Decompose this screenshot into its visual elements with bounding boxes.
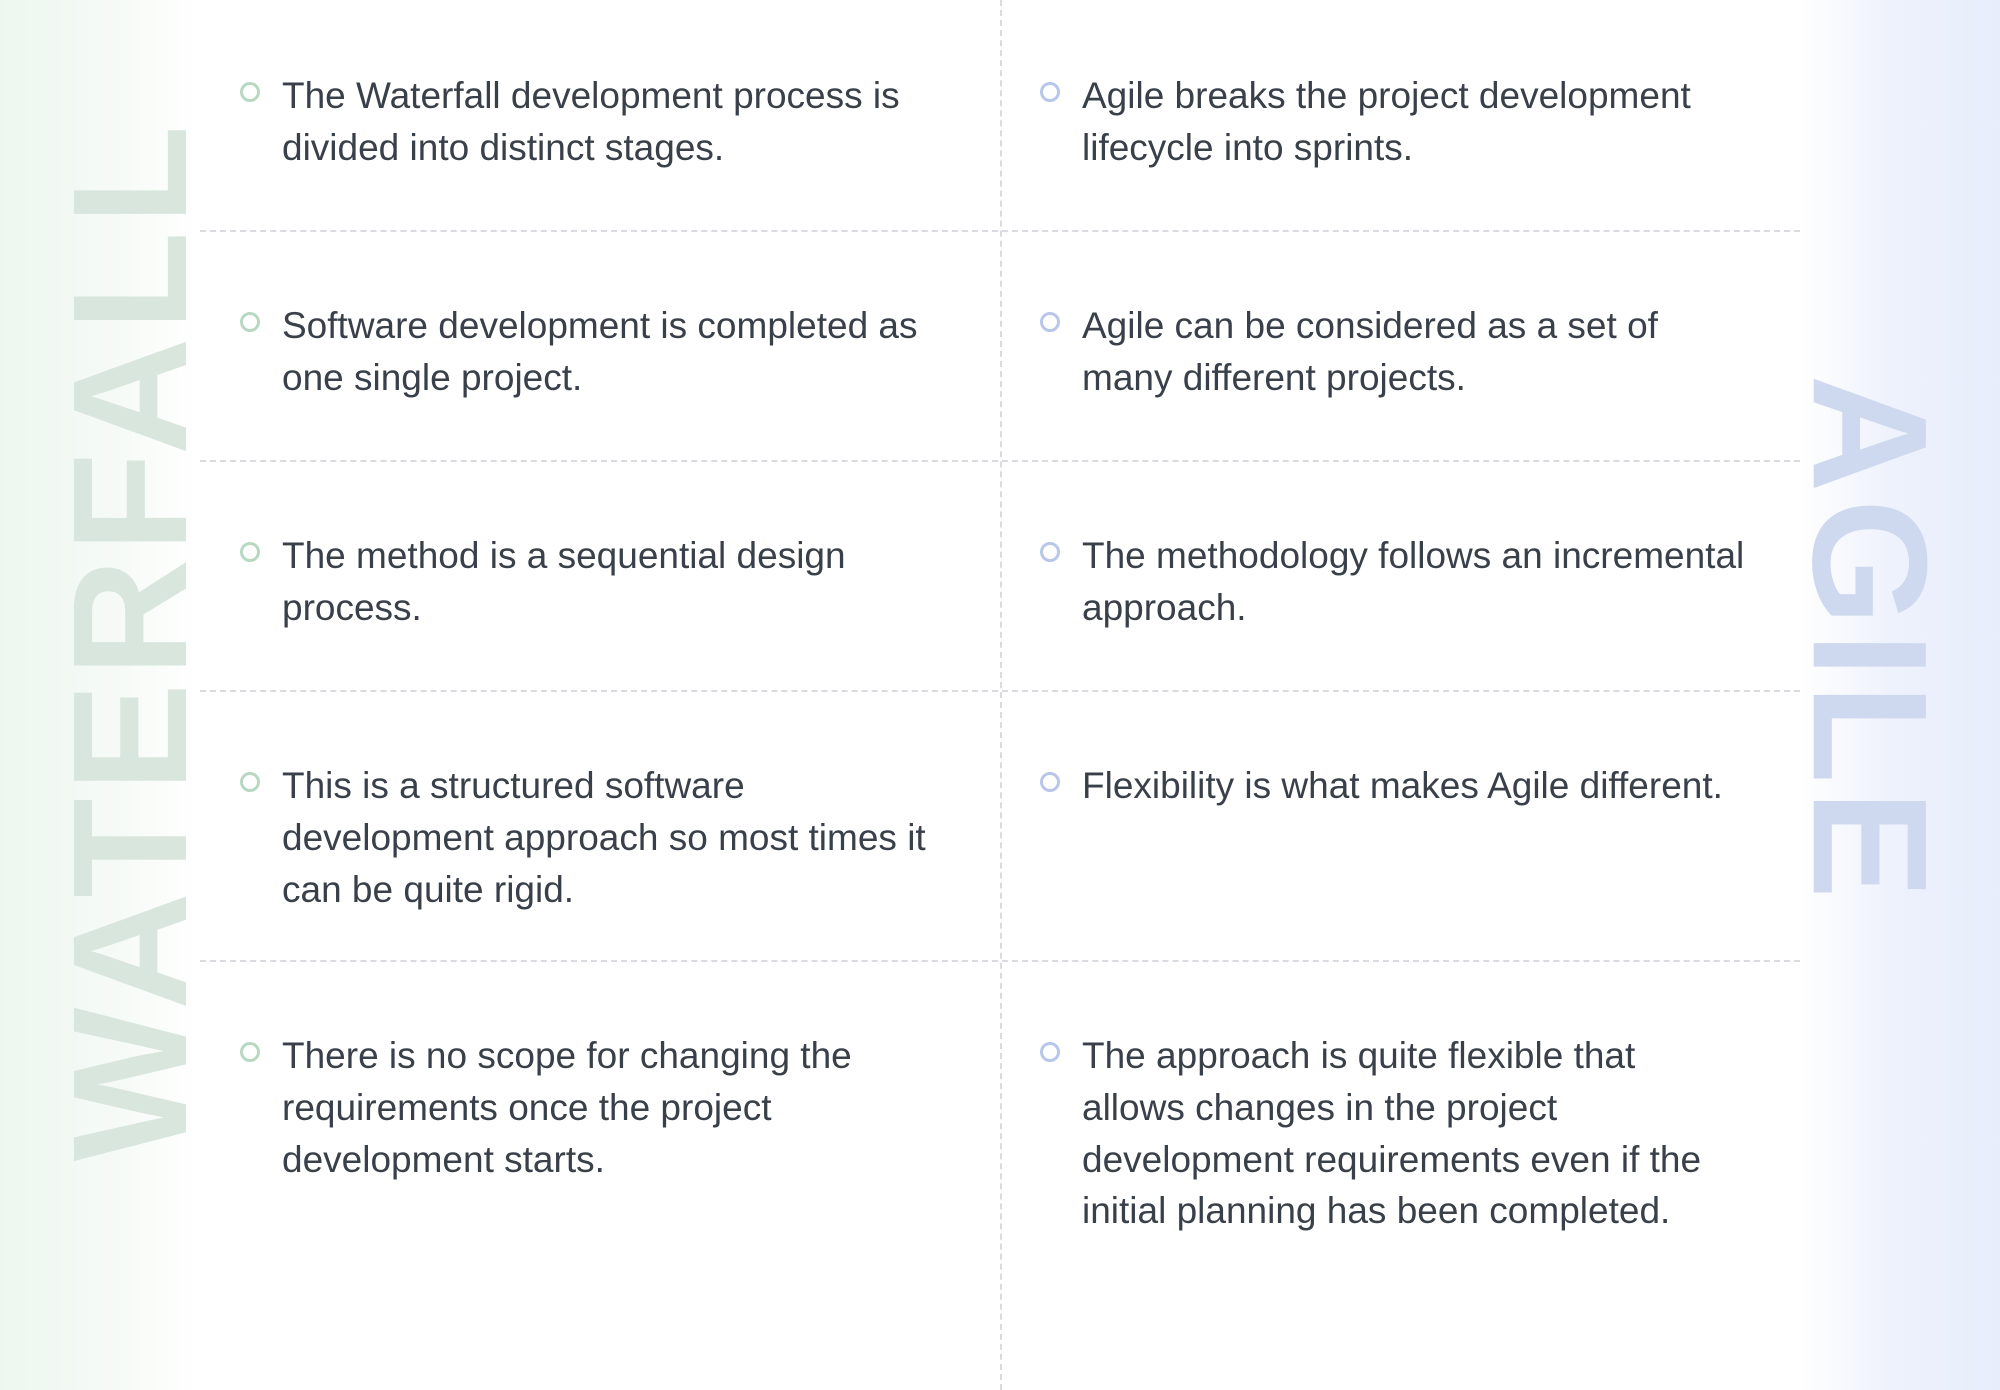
bullet-icon [1040,1042,1060,1062]
waterfall-item-text: The Waterfall development process is div… [282,70,945,174]
waterfall-row-3: The method is a sequential design proces… [200,530,1000,634]
bullet-icon [1040,542,1060,562]
bullet-icon [240,82,260,102]
waterfall-item-text: Software development is completed as one… [282,300,945,404]
waterfall-item-text: There is no scope for changing the requi… [282,1030,945,1185]
waterfall-item-text: The method is a sequential design proces… [282,530,945,634]
h-divider-2 [200,460,1800,462]
agile-item-text: Flexibility is what makes Agile differen… [1082,760,1745,812]
bullet-icon [240,312,260,332]
agile-item-text: The methodology follows an incremental a… [1082,530,1745,634]
agile-column: Agile breaks the project development lif… [1000,0,1800,1390]
comparison-infographic: WATERFALL AGILE The Waterfall developmen… [0,0,2000,1390]
bullet-icon [240,1042,260,1062]
bullet-icon [1040,312,1060,332]
vertical-divider [1000,0,1002,1390]
bullet-icon [1040,82,1060,102]
bullet-icon [240,542,260,562]
agile-row-4: Flexibility is what makes Agile differen… [1000,760,1800,812]
agile-item-text: The approach is quite flexible that allo… [1082,1030,1745,1237]
waterfall-row-4: This is a structured software developmen… [200,760,1000,915]
waterfall-row-2: Software development is completed as one… [200,300,1000,404]
agile-row-3: The methodology follows an incremental a… [1000,530,1800,634]
waterfall-row-1: The Waterfall development process is div… [200,70,1000,174]
bullet-icon [1040,772,1060,792]
bullet-icon [240,772,260,792]
agile-item-text: Agile breaks the project development lif… [1082,70,1745,174]
h-divider-1 [200,230,1800,232]
h-divider-3 [200,690,1800,692]
agile-row-2: Agile can be considered as a set of many… [1000,300,1800,404]
h-divider-4 [200,960,1800,962]
agile-side-label: AGILE [1776,375,1964,906]
waterfall-item-text: This is a structured software developmen… [282,760,945,915]
waterfall-column: The Waterfall development process is div… [200,0,1000,1390]
agile-row-1: Agile breaks the project development lif… [1000,70,1800,174]
waterfall-row-5: There is no scope for changing the requi… [200,1030,1000,1185]
waterfall-side-label: WATERFALL [36,119,224,1162]
agile-item-text: Agile can be considered as a set of many… [1082,300,1745,404]
agile-row-5: The approach is quite flexible that allo… [1000,1030,1800,1237]
content-area: The Waterfall development process is div… [200,0,1800,1390]
